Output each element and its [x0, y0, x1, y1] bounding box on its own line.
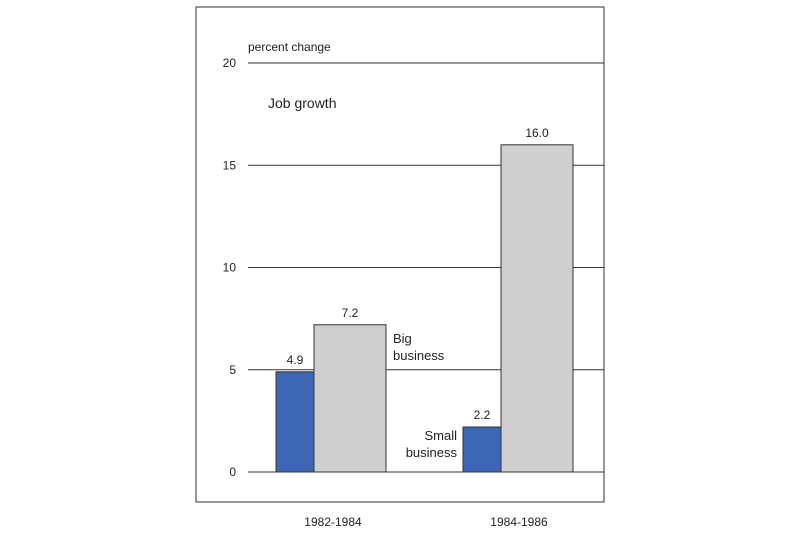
y-tick-labels: 0 5 10 15 20 — [223, 56, 237, 479]
small-business-label-line1: Small — [424, 428, 457, 443]
y-tick-label-15: 15 — [223, 158, 237, 172]
y-axis-label: percent change — [248, 40, 331, 54]
data-labels: 4.9 7.2 2.2 16.0 — [287, 126, 549, 422]
small-business-data-label-1982-1984: 4.9 — [287, 353, 304, 367]
big-business-bar-1982-1984 — [313, 324, 387, 473]
big-business-bar-1984-1986 — [500, 144, 574, 473]
x-category-labels: 1982-1984 1984-1986 — [304, 515, 548, 529]
big-business-data-label-1982-1984: 7.2 — [342, 306, 359, 320]
y-tick-label-20: 20 — [223, 56, 237, 70]
small-business-label-line2: business — [406, 445, 458, 460]
x-category-label-1984-1986: 1984-1986 — [490, 515, 548, 529]
big-business-label-line1: Big — [393, 331, 412, 346]
bars — [275, 144, 574, 473]
small-business-bar-1982-1984 — [275, 371, 315, 473]
small-business-bar-1984-1986 — [462, 426, 502, 473]
y-tick-label-10: 10 — [223, 261, 237, 275]
y-tick-label-5: 5 — [229, 363, 236, 377]
x-category-label-1982-1984: 1982-1984 — [304, 515, 362, 529]
big-business-label-line2: business — [393, 348, 445, 363]
chart-frame — [195, 6, 605, 503]
chart-title: Job growth — [268, 95, 336, 111]
big-business-data-label-1984-1986: 16.0 — [525, 126, 549, 140]
small-business-data-label-1984-1986: 2.2 — [474, 408, 491, 422]
y-tick-label-0: 0 — [229, 465, 236, 479]
